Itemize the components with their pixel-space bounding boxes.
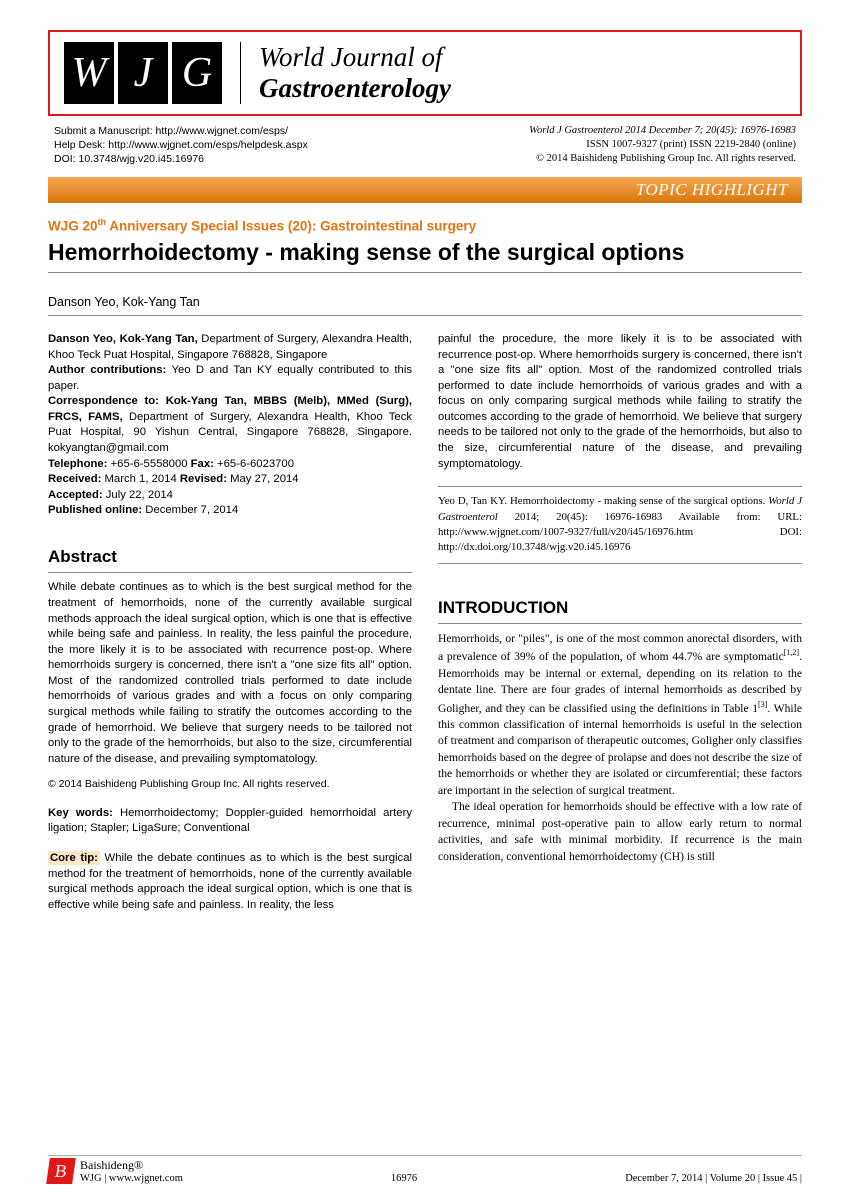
publisher-logo-icon: B	[46, 1158, 76, 1184]
publisher-brand: Baishideng®	[80, 1158, 183, 1173]
received-label: Received:	[48, 473, 101, 485]
journal-header: W J G World Journal of Gastroenterology	[48, 30, 802, 116]
footer-left-text: WJG | www.wjgnet.com	[80, 1173, 183, 1184]
left-column: Danson Yeo, Kok-Yang Tan, Department of …	[48, 332, 412, 913]
fax-label: Fax:	[191, 458, 214, 470]
special-issue-label: WJG 20th Anniversary Special Issues (20)…	[48, 217, 802, 234]
divider	[438, 623, 802, 624]
journal-title-line2: Gastroenterology	[259, 73, 451, 104]
doi-text: DOI: 10.3748/wjg.v20.i45.16976	[54, 152, 308, 166]
abstract-text: While debate continues as to which is th…	[48, 580, 412, 767]
logo-letter: G	[172, 42, 222, 104]
right-column: painful the procedure, the more likely i…	[438, 332, 802, 913]
published-value: December 7, 2014	[142, 504, 238, 516]
revised-value: May 27, 2014	[227, 473, 299, 485]
introduction-heading: INTRODUCTION	[438, 596, 802, 619]
divider	[48, 315, 802, 316]
published-label: Published online:	[48, 504, 142, 516]
citation-authors: Yeo D, Tan KY. Hemorrhoidectomy - making…	[438, 495, 768, 507]
intro-paragraph-2: The ideal operation for hemorrhoids shou…	[438, 799, 802, 865]
header-meta: Submit a Manuscript: http://www.wjgnet.c…	[48, 124, 802, 177]
citation-header: World J Gastroenterol 2014 December 7; 2…	[529, 124, 796, 138]
contrib-label: Author contributions:	[48, 364, 166, 376]
continuation-text: painful the procedure, the more likely i…	[438, 332, 802, 472]
telephone-label: Telephone:	[48, 458, 107, 470]
abstract-copyright: © 2014 Baishideng Publishing Group Inc. …	[48, 777, 412, 791]
core-tip-label: Core tip:	[48, 851, 100, 865]
citation-box: Yeo D, Tan KY. Hemorrhoidectomy - making…	[438, 486, 802, 563]
revised-label: Revised:	[180, 473, 227, 485]
author-affiliation: Danson Yeo, Kok-Yang Tan, Department of …	[48, 333, 412, 361]
divider	[48, 272, 802, 273]
page-number: 16976	[391, 1173, 417, 1184]
issn-text: ISSN 1007-9327 (print) ISSN 2219-2840 (o…	[529, 138, 796, 152]
authors-line: Danson Yeo, Kok-Yang Tan	[48, 295, 802, 309]
telephone-value: +65-6-5558000	[107, 458, 190, 470]
keywords-label: Key words:	[48, 807, 113, 819]
core-tip-text: While the debate continues as to which i…	[48, 852, 412, 911]
abstract-heading: Abstract	[48, 545, 412, 568]
topic-highlight-bar: TOPIC HIGHLIGHT	[48, 177, 802, 203]
divider	[48, 572, 412, 573]
page-footer: B Baishideng® WJG | www.wjgnet.com 16976…	[48, 1158, 802, 1184]
core-tip-block: Core tip: While the debate continues as …	[48, 851, 412, 913]
logo-letter: W	[64, 42, 114, 104]
journal-title-line1: World Journal of	[259, 42, 451, 73]
introduction-body: Hemorrhoids, or "piles", is one of the m…	[438, 631, 802, 865]
helpdesk-link: Help Desk: http://www.wjgnet.com/esps/he…	[54, 138, 308, 152]
received-value: March 1, 2014	[101, 473, 180, 485]
logo-letter: J	[118, 42, 168, 104]
author-info-block: Danson Yeo, Kok-Yang Tan, Department of …	[48, 332, 412, 519]
footer-divider	[48, 1155, 802, 1156]
keywords-block: Key words: Hemorrhoidectomy; Doppler-gui…	[48, 806, 412, 837]
intro-paragraph-1: Hemorrhoids, or "piles", is one of the m…	[438, 631, 802, 799]
accepted-value: July 22, 2014	[103, 489, 173, 501]
journal-logo: W J G	[64, 42, 222, 104]
article-title: Hemorrhoidectomy - making sense of the s…	[48, 239, 802, 266]
footer-issue-info: December 7, 2014 | Volume 20 | Issue 45 …	[625, 1173, 802, 1184]
copyright-header: © 2014 Baishideng Publishing Group Inc. …	[529, 152, 796, 166]
journal-title: World Journal of Gastroenterology	[240, 42, 451, 104]
fax-value: +65-6-6023700	[214, 458, 294, 470]
submit-link: Submit a Manuscript: http://www.wjgnet.c…	[54, 124, 308, 138]
accepted-label: Accepted:	[48, 489, 103, 501]
